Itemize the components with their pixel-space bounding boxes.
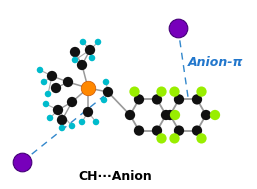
Point bbox=[20, 160, 24, 163]
Point bbox=[73, 58, 77, 61]
Point bbox=[106, 91, 110, 94]
Point bbox=[172, 137, 177, 140]
Point bbox=[60, 126, 64, 129]
Point bbox=[159, 90, 163, 93]
Point bbox=[172, 90, 177, 93]
Point bbox=[94, 121, 98, 124]
Point bbox=[46, 92, 50, 95]
Point bbox=[70, 101, 74, 104]
Point bbox=[132, 90, 136, 93]
Point bbox=[96, 40, 100, 43]
Text: Anion-π: Anion-π bbox=[188, 56, 243, 68]
Point bbox=[48, 116, 52, 119]
Point bbox=[128, 113, 132, 116]
Point bbox=[137, 129, 141, 132]
Point bbox=[213, 113, 217, 116]
Point bbox=[173, 113, 177, 116]
Point bbox=[195, 129, 199, 132]
Point bbox=[73, 50, 77, 53]
Text: CH···Anion: CH···Anion bbox=[78, 170, 152, 183]
Point bbox=[176, 26, 180, 29]
Point bbox=[70, 125, 74, 128]
Point bbox=[88, 49, 92, 52]
Point bbox=[54, 87, 58, 90]
Point bbox=[42, 81, 46, 84]
Point bbox=[60, 119, 64, 122]
Point bbox=[102, 98, 106, 101]
Point bbox=[155, 129, 159, 132]
Point bbox=[164, 113, 168, 116]
Point bbox=[50, 74, 54, 77]
Point bbox=[168, 113, 172, 116]
Point bbox=[81, 40, 85, 43]
Point bbox=[86, 111, 90, 114]
Point bbox=[137, 98, 141, 101]
Point bbox=[86, 87, 90, 90]
Point bbox=[204, 113, 208, 116]
Point bbox=[177, 98, 181, 101]
Point bbox=[155, 98, 159, 101]
Point bbox=[80, 64, 84, 67]
Point bbox=[177, 129, 181, 132]
Point bbox=[38, 68, 42, 71]
Point bbox=[44, 102, 48, 105]
Point bbox=[56, 108, 60, 112]
Point bbox=[66, 81, 70, 84]
Point bbox=[90, 57, 94, 60]
Point bbox=[195, 98, 199, 101]
Point bbox=[199, 137, 204, 140]
Point bbox=[104, 81, 108, 84]
Point bbox=[159, 137, 163, 140]
Point bbox=[199, 90, 204, 93]
Point bbox=[80, 121, 84, 124]
